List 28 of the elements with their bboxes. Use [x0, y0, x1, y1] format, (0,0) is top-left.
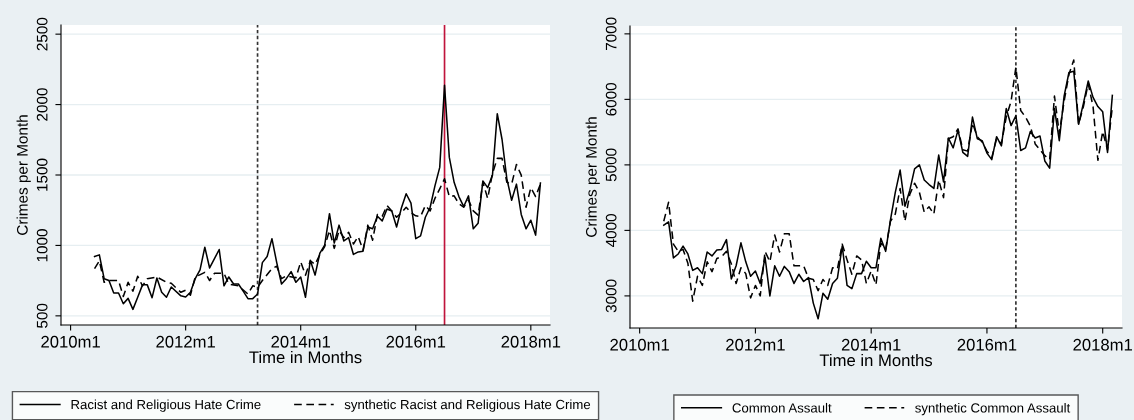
- legend-label: Racist and Religious Hate Crime: [71, 399, 261, 412]
- y-tick-label: 4000: [605, 213, 617, 248]
- legend-label: synthetic Racist and Religious Hate Crime: [344, 399, 591, 412]
- x-tick-label: 2016m1: [957, 338, 1017, 351]
- x-tick-label: 2018m1: [501, 335, 561, 348]
- y-tick-label: 1500: [36, 158, 48, 191]
- x-tick-label: 2010m1: [610, 338, 669, 351]
- legend-label: synthetic Common Assault: [915, 402, 1071, 416]
- y-tick-label: 1000: [36, 229, 48, 262]
- x-axis-title: Time in Months: [249, 350, 362, 364]
- legend-label: Common Assault: [732, 402, 832, 413]
- x-tick-label: 2012m1: [156, 335, 215, 348]
- y-tick-label: 2000: [36, 88, 48, 121]
- y-tick-label: 3000: [605, 279, 617, 313]
- x-tick-label: 2014m1: [841, 338, 901, 351]
- x-tick-label: 2012m1: [726, 338, 785, 351]
- y-axis-title: Crimes per Month: [16, 115, 31, 235]
- x-axis-title: Time in Months: [819, 353, 933, 367]
- x-tick-label: 2018m1: [1073, 338, 1133, 351]
- x-tick-label: 2010m1: [41, 335, 100, 348]
- y-tick-label: 7000: [605, 17, 617, 51]
- x-tick-label: 2016m1: [386, 335, 446, 348]
- y-tick-label: 5000: [605, 148, 617, 182]
- y-tick-label: 2500: [36, 17, 48, 51]
- y-axis-title: Crimes per Month: [585, 117, 600, 237]
- y-tick-label: 500: [36, 303, 48, 328]
- y-tick-label: 6000: [605, 82, 617, 116]
- x-tick-label: 2014m1: [271, 335, 331, 348]
